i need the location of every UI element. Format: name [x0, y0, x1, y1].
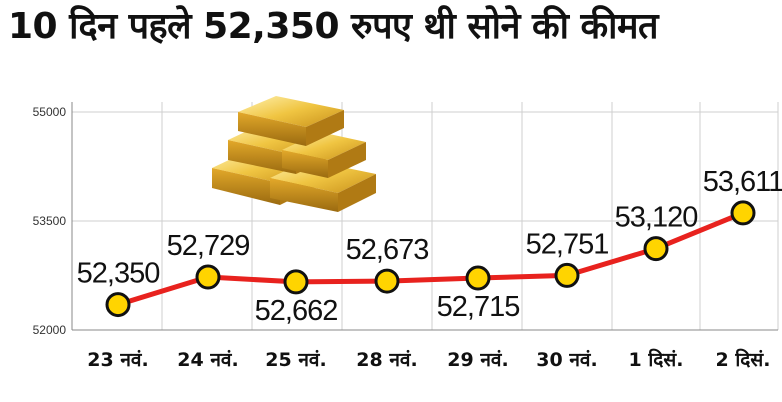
y-tick-label: 55000 [33, 105, 67, 119]
x-tick-label: 1 दिसं. [629, 348, 684, 371]
data-point-marker [195, 264, 221, 290]
data-label: 52,662 [255, 295, 338, 327]
y-tick-label: 53500 [33, 214, 67, 228]
data-point-marker [554, 262, 580, 288]
x-tick-label: 25 नवं. [265, 349, 326, 371]
x-tick-label: 30 नवं. [536, 349, 597, 371]
x-tick-label: 2 दिसं. [716, 348, 771, 371]
gold-bars-icon [212, 96, 376, 212]
data-point-marker [283, 269, 309, 295]
data-point-marker [643, 236, 669, 262]
data-label: 52,673 [346, 234, 429, 266]
x-tick-label: 24 नवं. [177, 349, 238, 371]
data-label: 52,751 [526, 228, 609, 260]
x-tick-label: 23 नवं. [87, 349, 148, 371]
data-label: 53,611 [703, 166, 782, 198]
data-label: 52,715 [437, 291, 520, 323]
data-point-marker [730, 200, 756, 226]
x-tick-label: 29 नवं. [447, 349, 508, 371]
data-label: 52,350 [77, 258, 160, 290]
data-label: 53,120 [615, 202, 698, 234]
x-tick-label: 28 नवं. [356, 349, 417, 371]
data-point-marker [465, 265, 491, 291]
y-tick-label: 52000 [33, 323, 67, 337]
chart-title: 10 दिन पहले 52,350 रुपए थी सोने की कीमत [8, 6, 659, 47]
series-line [115, 210, 746, 308]
data-point-marker [105, 292, 131, 318]
data-label: 52,729 [167, 230, 250, 262]
data-point-marker [374, 268, 400, 294]
